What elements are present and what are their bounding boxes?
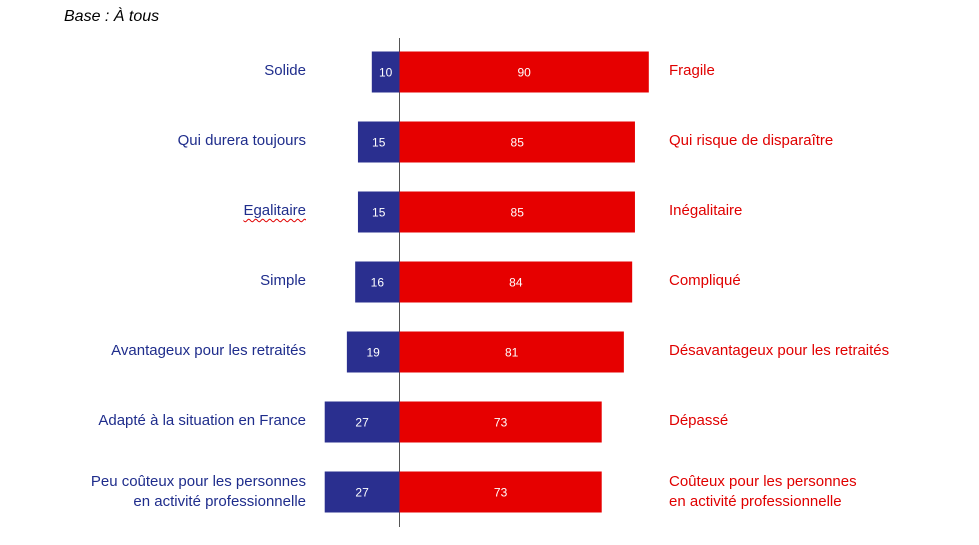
bar-right [399,331,624,373]
category-label-right: Compliqué [669,272,741,289]
data-label-left: 15 [372,206,386,220]
base-label: Base : À tous [64,8,160,25]
bar-left [346,331,400,373]
data-label-right: 90 [517,66,531,80]
bar-right [399,191,635,233]
category-label-left: Qui durera toujours [177,132,306,149]
data-label-right: 85 [511,136,525,150]
category-label-right: Désavantageux pour les retraités [669,342,890,359]
bar-right [399,401,602,443]
bar-right [399,51,649,93]
category-label-left: Simple [260,272,306,289]
bar-right [399,261,633,303]
bar-left [355,261,400,303]
data-label-left: 16 [371,276,385,290]
bar-left [324,401,400,443]
data-label-right: 73 [494,416,508,430]
category-label-right: Fragile [669,62,715,79]
category-label-right: Inégalitaire [669,202,743,219]
category-label-left: Peu coûteux pour les personnes en activit… [90,473,306,510]
category-label-right: Coûteux pour les personnes en activité pr… [669,473,857,510]
data-label-right: 81 [505,346,519,360]
data-label-left: 10 [379,66,393,80]
category-label-left: Solide [264,62,306,79]
category-label-right: Dépassé [669,412,729,429]
category-label-left: Adapté à la situation en France [98,412,306,429]
bar-left [371,51,400,93]
data-label-right: 85 [511,206,525,220]
data-label-left: 27 [355,416,369,430]
bar-right [399,471,602,513]
bar-left [357,121,400,163]
bar-right [399,121,635,163]
category-label-left: Avantageux pour les retraités [111,342,306,359]
data-label-left: 19 [367,346,381,360]
category-label-left: Egalitaire [243,202,306,219]
bar-left [357,191,400,233]
data-label-right: 84 [509,276,523,290]
data-label-left: 15 [372,136,386,150]
data-label-right: 73 [494,486,508,500]
bar-left [324,471,400,513]
data-label-left: 27 [355,486,369,500]
category-label-right: Qui risque de disparaître [669,132,834,149]
